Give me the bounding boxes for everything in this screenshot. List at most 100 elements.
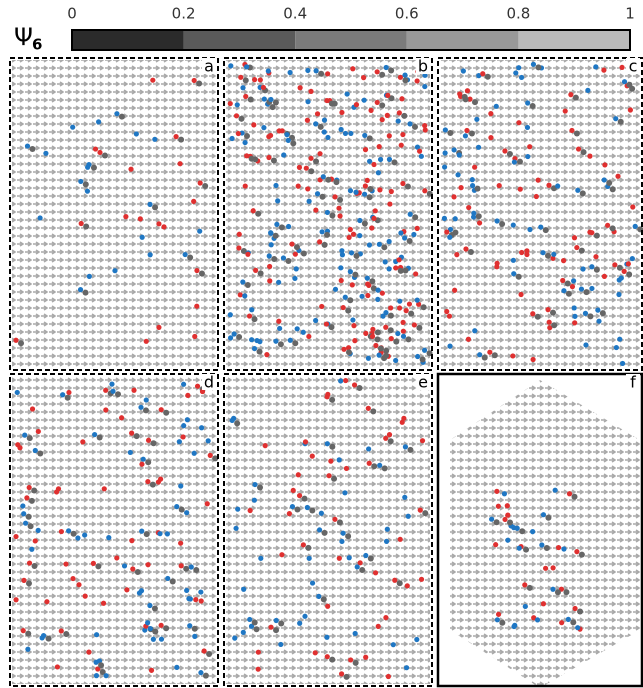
defect: [36, 528, 41, 533]
defect: [198, 670, 203, 675]
defect: [293, 252, 298, 257]
defect: [305, 186, 310, 191]
defect-gray: [402, 77, 408, 83]
defect: [158, 477, 163, 482]
defect: [297, 165, 302, 170]
defect: [452, 288, 457, 293]
defect: [103, 388, 108, 393]
defect: [516, 120, 521, 125]
defect-gray: [468, 249, 474, 255]
defect-gray: [337, 519, 343, 525]
defect: [571, 278, 576, 283]
defect: [341, 305, 346, 310]
defect: [267, 253, 272, 258]
defect: [244, 64, 249, 69]
defect-gray: [255, 211, 261, 217]
colorbar-segment: [407, 30, 519, 50]
defect: [414, 637, 419, 642]
defect: [351, 232, 356, 237]
defect-gray: [523, 547, 529, 553]
defect: [230, 418, 235, 423]
defect: [252, 346, 257, 351]
defect: [550, 565, 555, 570]
defect: [403, 444, 408, 449]
defect-gray: [150, 482, 156, 488]
defect: [106, 535, 111, 540]
defect: [198, 589, 203, 594]
defect-gray: [555, 589, 561, 595]
defect: [252, 77, 257, 82]
defect: [75, 535, 80, 540]
defect: [319, 511, 324, 516]
defect: [123, 214, 128, 219]
defect: [339, 127, 344, 132]
defect: [616, 292, 621, 297]
defect: [288, 338, 293, 343]
defect: [277, 326, 282, 331]
defect: [191, 199, 196, 204]
defect: [338, 378, 343, 383]
defect: [365, 281, 370, 286]
defect-gray: [371, 463, 377, 469]
defect: [376, 170, 381, 175]
defect: [56, 486, 61, 491]
panel-label: b: [418, 57, 428, 76]
defect: [378, 157, 383, 162]
defect-gray: [244, 133, 250, 139]
defect: [13, 534, 18, 539]
defect: [148, 626, 153, 631]
defect-gray: [375, 329, 381, 335]
defect: [124, 587, 129, 592]
defect: [487, 350, 492, 355]
defect: [93, 146, 98, 151]
defect: [59, 529, 64, 534]
defect: [345, 91, 350, 96]
defect: [589, 286, 594, 291]
defect-gray: [388, 313, 394, 319]
defect-gray: [583, 289, 589, 295]
defect: [128, 450, 133, 455]
defect: [76, 582, 81, 587]
defect: [369, 225, 374, 230]
defect: [393, 265, 398, 270]
defect: [518, 292, 523, 297]
defect: [375, 288, 380, 293]
defect: [295, 326, 300, 331]
defect: [605, 223, 610, 228]
defect-gray: [285, 258, 291, 264]
defect: [443, 150, 448, 155]
defect: [368, 108, 373, 113]
defect: [263, 443, 268, 448]
defect: [297, 493, 302, 498]
defect: [480, 71, 485, 76]
defect: [104, 673, 109, 678]
defect: [396, 118, 401, 123]
defect: [165, 531, 170, 536]
defect: [348, 131, 353, 136]
defect: [347, 555, 352, 560]
defect: [109, 382, 114, 387]
defect: [86, 650, 91, 655]
defect: [317, 527, 322, 532]
defect: [461, 68, 466, 73]
defect: [494, 104, 499, 109]
defect: [377, 242, 382, 247]
defect-gray: [202, 183, 208, 189]
defect-gray: [322, 530, 328, 536]
defect: [308, 156, 313, 161]
defect: [619, 275, 624, 280]
colorbar-tick-label: 0.4: [283, 5, 307, 23]
defect-gray: [391, 159, 397, 165]
defect: [545, 307, 550, 312]
defect: [391, 642, 396, 647]
defect: [344, 466, 349, 471]
colorbar-segment: [295, 30, 407, 50]
defect-gray: [545, 515, 551, 521]
defect: [205, 501, 210, 506]
defect: [235, 507, 240, 512]
defect: [85, 165, 90, 170]
defect: [502, 517, 507, 522]
defect: [397, 299, 402, 304]
defect-gray: [367, 186, 373, 192]
defect: [617, 337, 622, 342]
